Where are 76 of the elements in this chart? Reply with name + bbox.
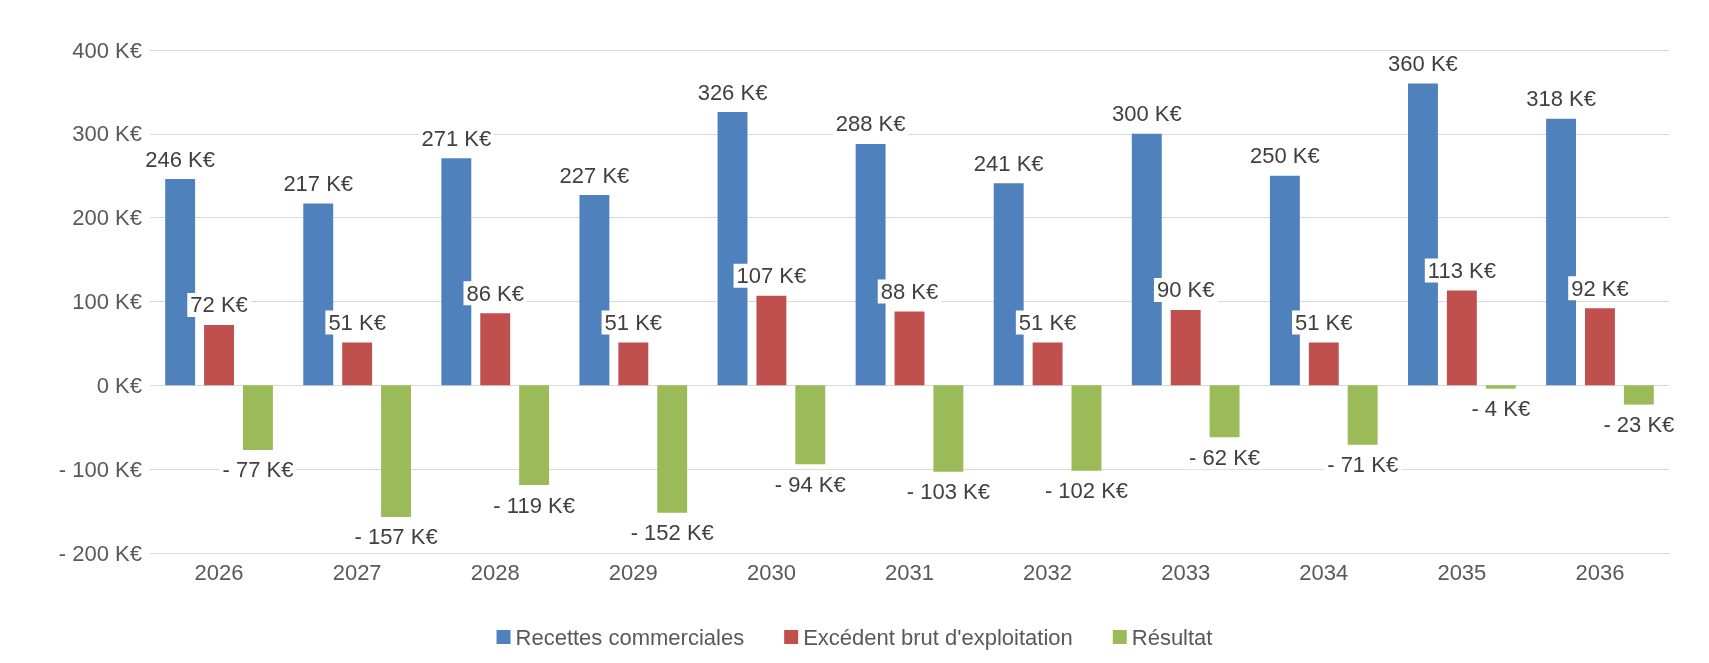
bar [1347,385,1378,445]
legend-label: Recettes commerciales [515,624,745,650]
y-tick-label: - 100 K€ [58,456,142,482]
bar [933,385,964,472]
x-tick-label: 2027 [332,559,382,585]
data-label: - 4 K€ [1471,396,1531,422]
data-label: 288 K€ [835,111,906,137]
data-label: 107 K€ [736,263,807,289]
data-label: - 23 K€ [1603,412,1675,438]
x-tick-label: 2030 [746,559,796,585]
data-label: 51 K€ [1018,310,1077,336]
x-tick-label: 2035 [1437,559,1487,585]
bar [618,342,649,386]
bar [1170,309,1201,386]
data-label: 241 K€ [973,150,1044,176]
data-label: 90 K€ [1156,277,1215,303]
bar [1308,342,1339,386]
bar [1032,342,1063,386]
bar [756,295,787,386]
bar [480,313,511,386]
data-label: 92 K€ [1571,275,1629,301]
bar [1071,385,1102,471]
data-label: - 157 K€ [354,524,438,550]
data-label: 271 K€ [421,125,492,151]
bar [1485,385,1516,389]
data-label: 51 K€ [1295,310,1353,336]
x-tick-label: 2036 [1575,559,1625,585]
legend-label: Excédent brut d'exploitation [803,624,1073,650]
data-label: 51 K€ [328,310,386,336]
x-tick-label: 2028 [470,559,520,585]
data-label: 300 K€ [1111,101,1182,127]
data-label: 246 K€ [145,146,216,172]
bar [242,385,273,450]
x-tick-label: 2033 [1161,559,1211,585]
y-tick-label: 400 K€ [72,37,142,63]
data-label: 227 K€ [559,162,630,188]
y-tick-label: - 200 K€ [58,540,142,566]
y-tick-label: 0 K€ [96,372,142,398]
y-tick-label: 100 K€ [72,289,142,314]
bar [519,385,550,486]
bar [342,342,373,386]
data-label: 318 K€ [1526,86,1596,112]
data-label: 250 K€ [1250,143,1320,169]
x-tick-label: 2029 [608,559,658,585]
data-label: - 102 K€ [1044,478,1129,504]
x-tick-label: 2034 [1299,559,1349,585]
x-tick-label: 2031 [885,559,934,585]
data-label: - 119 K€ [493,492,575,518]
data-label: - 77 K€ [222,457,294,483]
data-label: 360 K€ [1388,51,1458,77]
data-label: - 152 K€ [630,520,714,546]
bar [204,324,235,386]
legend-label: Résultat [1131,624,1213,650]
data-label: 88 K€ [880,279,939,305]
bar [657,385,688,513]
bar [381,385,411,517]
bar [1623,385,1654,405]
data-label: 113 K€ [1427,258,1496,284]
y-tick-label: 300 K€ [72,121,142,147]
bar [795,385,826,465]
data-label: 72 K€ [190,292,248,318]
x-tick-label: 2032 [1023,559,1073,585]
x-tick-label: 2026 [194,559,244,585]
data-label: 326 K€ [697,79,768,105]
bar [1209,385,1240,438]
data-label: - 71 K€ [1327,452,1399,478]
data-label: - 94 K€ [774,471,846,497]
bar [1446,290,1477,386]
data-label: 51 K€ [604,310,663,336]
data-label: 217 K€ [283,170,354,196]
bar [1584,308,1615,386]
data-label: 86 K€ [466,280,524,306]
bar [894,311,925,386]
data-label: - 62 K€ [1189,444,1261,470]
y-tick-label: 200 K€ [72,205,142,231]
data-label: - 103 K€ [906,479,990,505]
